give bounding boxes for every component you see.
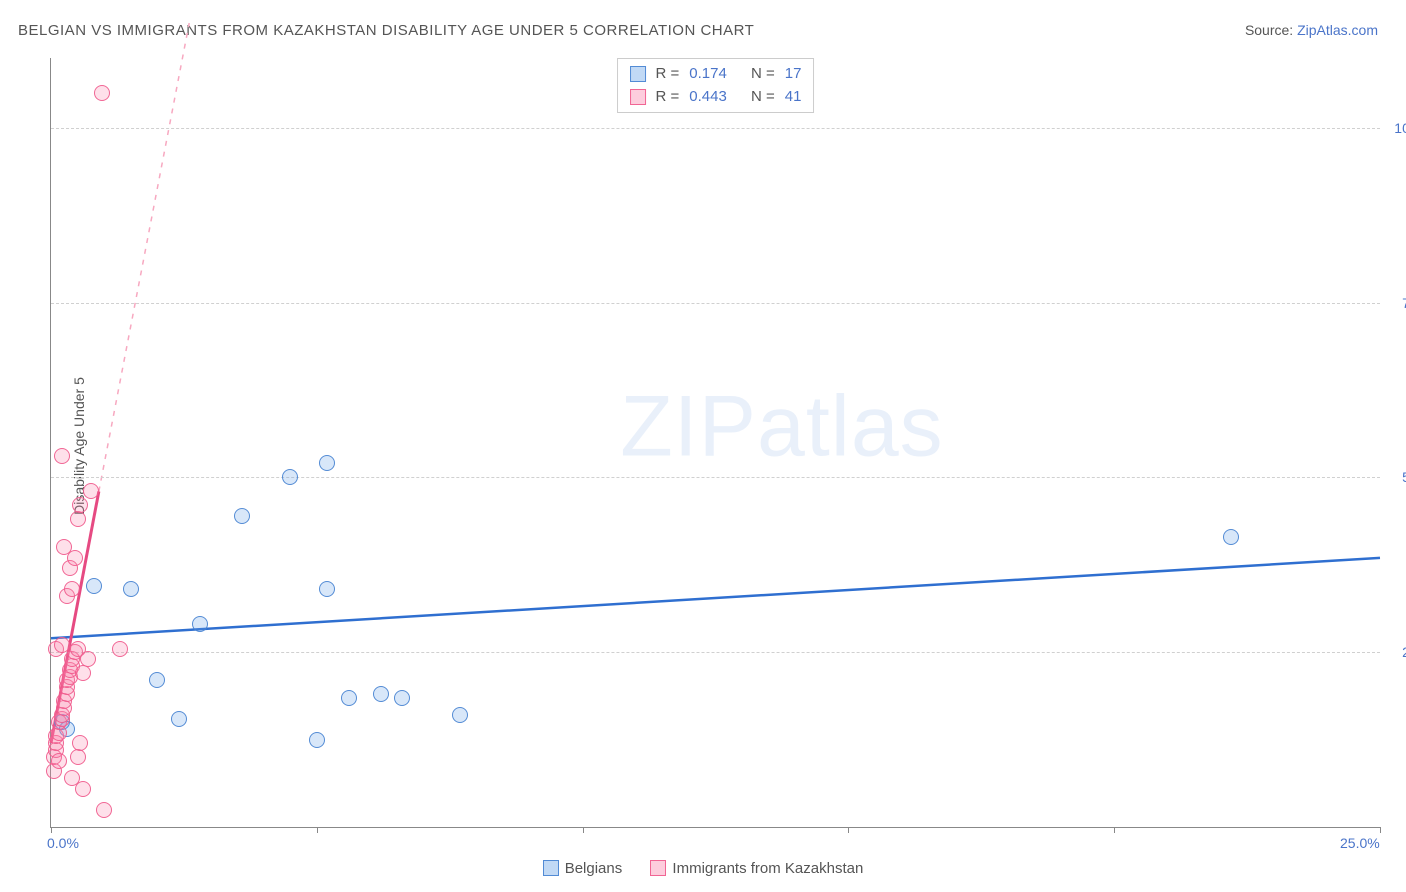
data-point — [72, 497, 88, 513]
gridline — [51, 128, 1380, 129]
x-tick-label: 25.0% — [1340, 835, 1380, 851]
data-point — [123, 581, 139, 597]
stats-row-2: R = 0.443 N = 41 — [630, 86, 802, 109]
data-point — [309, 732, 325, 748]
data-point — [64, 581, 80, 597]
n-value-2: 41 — [785, 86, 802, 109]
source-link[interactable]: ZipAtlas.com — [1297, 22, 1378, 38]
data-point — [64, 770, 80, 786]
data-point — [54, 637, 70, 653]
data-point — [72, 735, 88, 751]
data-point — [112, 641, 128, 657]
watermark: ZIPatlas — [620, 378, 943, 477]
trend-lines — [51, 58, 1380, 827]
gridline — [51, 303, 1380, 304]
legend-label-1: Belgians — [565, 860, 623, 877]
legend-swatch-blue-icon — [543, 860, 559, 876]
stats-row-1: R = 0.174 N = 17 — [630, 63, 802, 86]
r-value-1: 0.174 — [689, 63, 727, 86]
y-tick-label: 5.0% — [1402, 469, 1406, 485]
data-point — [70, 749, 86, 765]
r-label-2: R = — [656, 86, 680, 109]
data-point — [452, 707, 468, 723]
data-point — [75, 665, 91, 681]
chart-title: BELGIAN VS IMMIGRANTS FROM KAZAKHSTAN DI… — [18, 22, 754, 39]
n-label-1: N = — [751, 63, 775, 86]
x-tick — [1380, 827, 1381, 833]
data-point — [373, 686, 389, 702]
data-point — [282, 469, 298, 485]
x-tick-label: 0.0% — [47, 835, 79, 851]
swatch-blue-icon — [630, 66, 646, 82]
stats-box: R = 0.174 N = 17 R = 0.443 N = 41 — [617, 58, 815, 113]
source-attribution: Source: ZipAtlas.com — [1245, 22, 1378, 38]
legend-item-1: Belgians — [543, 860, 623, 877]
data-point — [341, 690, 357, 706]
data-point — [192, 616, 208, 632]
data-point — [234, 508, 250, 524]
n-label-2: N = — [751, 86, 775, 109]
r-label-1: R = — [656, 63, 680, 86]
y-tick-label: 10.0% — [1394, 120, 1406, 136]
data-point — [51, 753, 67, 769]
data-point — [171, 711, 187, 727]
legend-label-2: Immigrants from Kazakhstan — [672, 860, 863, 877]
data-point — [56, 539, 72, 555]
data-point — [319, 581, 335, 597]
swatch-pink-icon — [630, 89, 646, 105]
gridline — [51, 477, 1380, 478]
y-tick-label: 2.5% — [1402, 644, 1406, 660]
n-value-1: 17 — [785, 63, 802, 86]
gridline — [51, 652, 1380, 653]
x-tick — [1114, 827, 1115, 833]
data-point — [94, 85, 110, 101]
data-point — [319, 455, 335, 471]
data-point — [70, 511, 86, 527]
legend-item-2: Immigrants from Kazakhstan — [650, 860, 863, 877]
x-tick — [317, 827, 318, 833]
x-tick — [51, 827, 52, 833]
bottom-legend: Belgians Immigrants from Kazakhstan — [0, 860, 1406, 881]
legend-swatch-pink-icon — [650, 860, 666, 876]
x-tick — [583, 827, 584, 833]
data-point — [1223, 529, 1239, 545]
data-point — [80, 651, 96, 667]
source-label: Source: — [1245, 22, 1297, 38]
data-point — [86, 578, 102, 594]
y-tick-label: 7.5% — [1402, 295, 1406, 311]
r-value-2: 0.443 — [689, 86, 727, 109]
scatter-plot: ZIPatlas R = 0.174 N = 17 R = 0.443 N = … — [50, 58, 1380, 828]
data-point — [54, 448, 70, 464]
data-point — [149, 672, 165, 688]
x-tick — [848, 827, 849, 833]
data-point — [83, 483, 99, 499]
data-point — [96, 802, 112, 818]
data-point — [394, 690, 410, 706]
